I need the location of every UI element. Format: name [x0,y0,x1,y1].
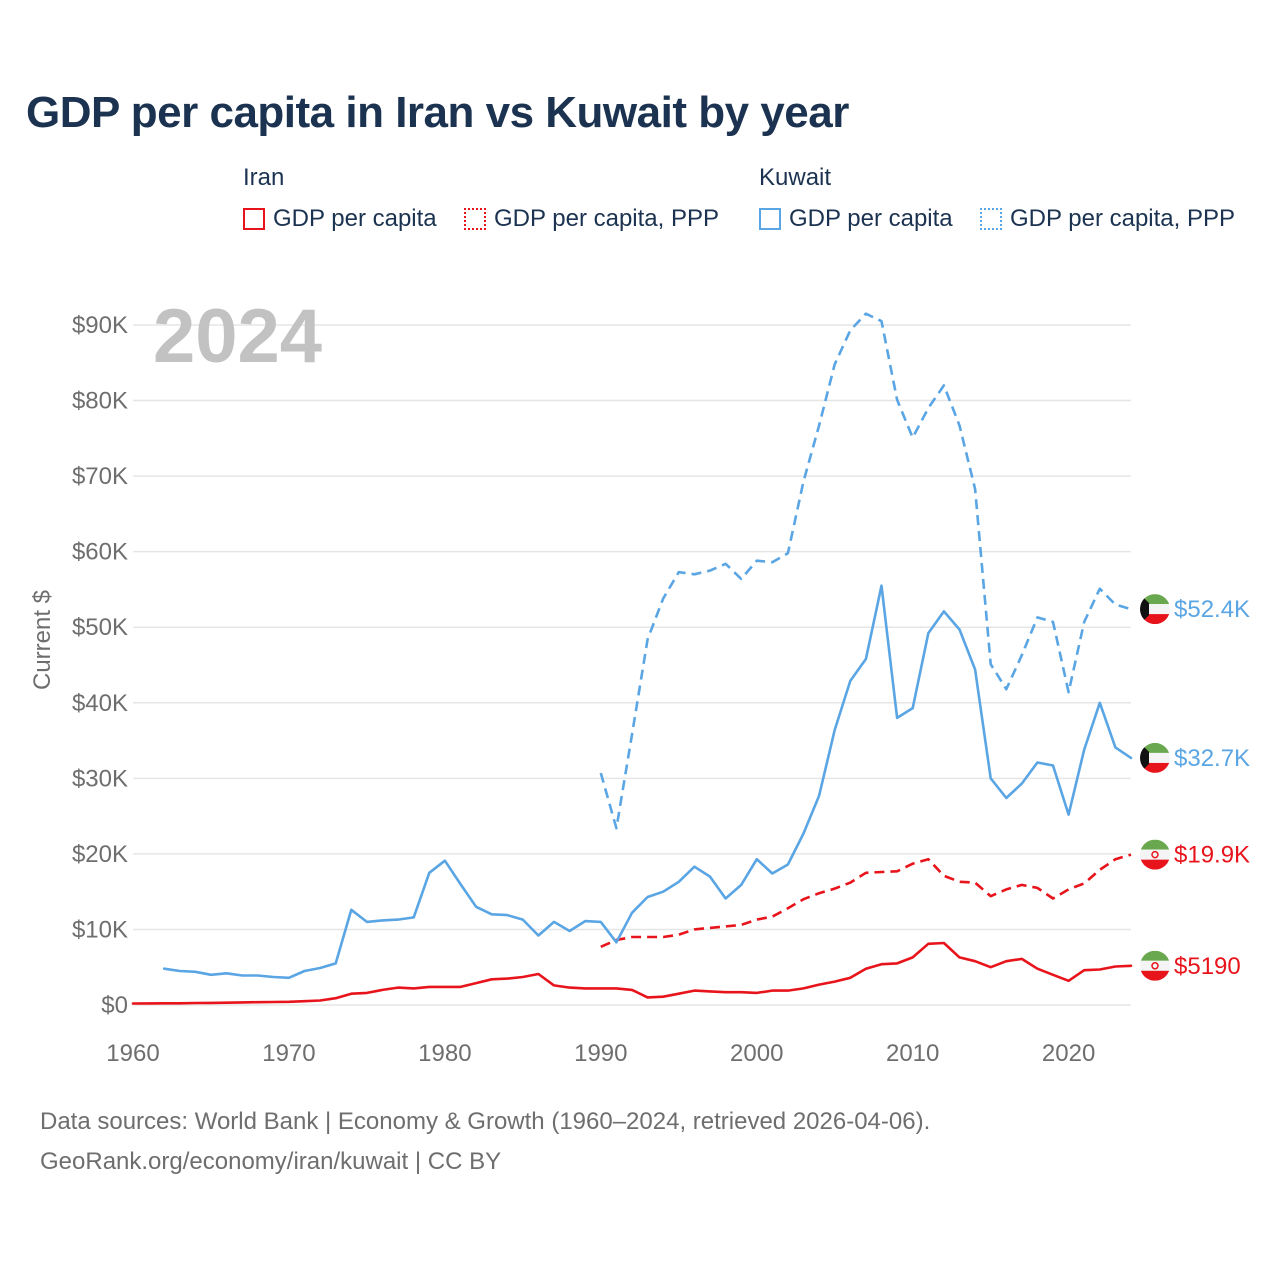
series-line-kuwait-gdp-per-capita-ppp[interactable] [599,312,1132,830]
kuwait-flag-icon [1140,742,1170,773]
year-watermark: 2024 [153,294,322,379]
legend-item-iran-gdp-ppp[interactable]: GDP per capita, PPP [464,205,719,233]
x-tick-label: 1990 [574,1040,627,1067]
end-marker-iran [1140,950,1170,981]
legend-label: GDP per capita [273,205,437,232]
legend-label: GDP per capita, PPP [494,205,719,232]
chart-title: GDP per capita in Iran vs Kuwait by year [26,88,849,137]
series-line-iran-gdp-per-capita-ppp[interactable] [600,853,1132,948]
legend-item-kuwait-gdp-ppp[interactable]: GDP per capita, PPP [980,205,1235,233]
x-tick-label: 1970 [262,1040,315,1067]
y-tick-label: $70K [72,463,128,490]
x-tick-label: 2010 [886,1040,939,1067]
legend-group-kuwait: Kuwait [759,164,832,191]
y-axis-label: Current $ [29,590,56,690]
grid-lines [133,324,1131,1006]
x-tick-label: 2000 [730,1040,783,1067]
y-tick-label: $20K [72,841,128,868]
legend-swatch-solid-blue [759,208,781,230]
end-marker-kuwait [1140,594,1170,625]
legend-group-iran: Iran [243,164,285,191]
x-tick-label: 1960 [106,1040,159,1067]
y-tick-label: $50K [72,614,128,641]
x-tick-label: 1980 [418,1040,471,1067]
footer-credit[interactable]: GeoRank.org/economy/iran/kuwait | CC BY [40,1148,502,1175]
x-tick-label: 2020 [1042,1040,1095,1067]
legend-swatch-dotted-blue [980,208,1002,230]
y-tick-label: $60K [72,539,128,566]
end-marker-kuwait [1140,742,1170,773]
legend-item-iran-gdp[interactable]: GDP per capita [243,205,437,233]
y-tick-label: $30K [72,765,128,792]
y-tick-label: $10K [72,916,128,943]
end-marker-iran [1140,839,1170,870]
legend-swatch-dotted-red [464,208,486,230]
y-axis-ticks: $0 $10K $20K $30K $40K $50K $60K $70K $80K $90K [72,312,128,1019]
legend-item-kuwait-gdp[interactable]: GDP per capita [759,205,953,233]
legend-label: GDP per capita, PPP [1010,205,1235,232]
y-tick-label: $80K [72,388,128,415]
y-tick-label: $0 [101,992,128,1019]
end-labels: $5190 $19.9K $32.7K $52.4K [1140,594,1250,981]
x-axis-ticks: 1960 1970 1980 1990 2000 2010 2020 [106,1040,1095,1067]
legend-swatch-solid-red [243,208,265,230]
legend-label: GDP per capita [789,205,953,232]
end-value-label: $52.4K [1174,596,1250,623]
end-value-label: $32.7K [1174,745,1250,772]
kuwait-flag-icon [1140,594,1170,625]
y-tick-label: $40K [72,690,128,717]
series-line-kuwait-gdp-per-capita[interactable] [162,584,1133,980]
end-value-label: $19.9K [1174,842,1250,869]
iran-flag-icon [1140,839,1170,870]
end-value-label: $5190 [1174,953,1241,980]
footer-sources: Data sources: World Bank | Economy & Gro… [40,1108,931,1135]
series-lines [131,312,1133,1005]
y-tick-label: $90K [72,312,128,339]
line-chart: 2024 $0$10K$20K$30K$40K$50K$60K$70K$80K$… [29,294,1250,1067]
series-line-iran-gdp-per-capita[interactable] [131,941,1133,1005]
iran-flag-icon [1140,950,1170,981]
